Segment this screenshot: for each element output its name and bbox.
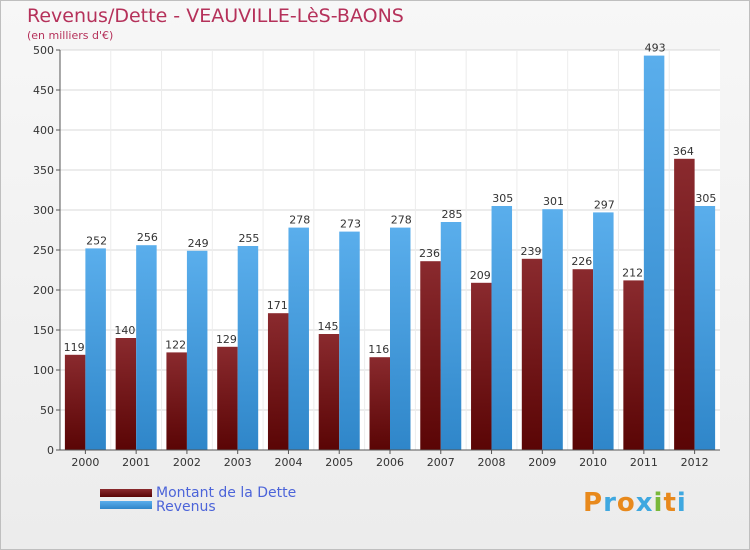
bar-revenus: [339, 231, 360, 450]
y-tick-label: 450: [33, 84, 54, 97]
bar-revenus-label: 493: [645, 42, 666, 55]
bar-dette: [64, 354, 86, 450]
legend-swatch-dette: [100, 489, 152, 497]
bar-dette-label: 236: [419, 247, 440, 260]
x-tick-label: 2010: [579, 456, 607, 469]
bar-dette-label: 226: [571, 255, 592, 268]
legend-label-revenus: Revenus: [156, 499, 216, 515]
bar-revenus-label: 305: [492, 192, 513, 205]
bar-dette-label: 129: [216, 333, 237, 346]
x-tick-label: 2008: [478, 456, 506, 469]
bar-dette-label: 145: [317, 320, 338, 333]
bar-dette-label: 119: [64, 341, 85, 354]
x-tick-label: 2002: [173, 456, 201, 469]
bar-dette: [267, 313, 289, 450]
bar-revenus: [593, 212, 614, 450]
chart-subtitle: (en milliers d'€): [27, 29, 114, 42]
bar-dette-label: 140: [114, 324, 135, 337]
bar-revenus-label: 285: [442, 208, 463, 221]
logo-letter: r: [603, 488, 617, 518]
bar-revenus: [542, 209, 563, 450]
bar-revenus: [237, 246, 259, 450]
bar-dette-label: 171: [267, 299, 288, 312]
x-tick-label: 2004: [274, 456, 302, 469]
bar-dette: [420, 261, 441, 450]
bar-dette: [115, 338, 137, 450]
logo-letter: x: [635, 488, 654, 518]
bar-revenus-label: 255: [238, 232, 259, 245]
x-tick-label: 2000: [71, 456, 99, 469]
y-tick-label: 300: [33, 204, 54, 217]
bar-dette: [521, 258, 543, 450]
x-tick-label: 2009: [528, 456, 556, 469]
bar-dette: [318, 334, 340, 450]
bar-dette-label: 212: [622, 266, 643, 279]
legend-swatch-revenus: [100, 501, 152, 509]
bar-revenus: [440, 222, 462, 450]
bar-dette: [471, 282, 492, 450]
bar-revenus: [643, 55, 665, 450]
bar-revenus-label: 273: [340, 218, 361, 231]
bar-revenus-label: 249: [188, 237, 209, 250]
bar-revenus-label: 252: [86, 234, 107, 247]
bar-revenus-label: 256: [137, 231, 158, 244]
bar-dette: [572, 269, 594, 450]
x-tick-label: 2007: [427, 456, 455, 469]
y-tick-label: 500: [33, 44, 54, 57]
y-tick-label: 250: [33, 244, 54, 257]
y-tick-label: 350: [33, 164, 54, 177]
logo-letter: i: [653, 488, 664, 518]
chart-title: Revenus/Dette - VEAUVILLE-LèS-BAONS: [27, 5, 404, 27]
bar-revenus-label: 305: [695, 192, 716, 205]
y-tick-label: 100: [33, 364, 54, 377]
x-tick-label: 2011: [630, 456, 658, 469]
bar-dette-label: 209: [470, 269, 491, 282]
x-tick-label: 2006: [376, 456, 404, 469]
legend-label-dette: Montant de la Dette: [156, 485, 297, 501]
bar-dette: [166, 352, 187, 450]
logo-letter: t: [663, 488, 677, 518]
bar-revenus-label: 301: [543, 195, 564, 208]
bar-dette: [623, 280, 644, 450]
bar-revenus: [186, 250, 208, 450]
logo-letter: P: [583, 488, 604, 518]
x-tick-label: 2012: [681, 456, 709, 469]
y-tick-label: 200: [33, 284, 54, 297]
bar-revenus-label: 278: [391, 214, 412, 227]
bar-revenus: [288, 227, 309, 450]
x-tick-label: 2003: [224, 456, 252, 469]
bar-revenus: [85, 248, 106, 450]
logo-letter: i: [676, 488, 687, 518]
bar-dette-label: 364: [673, 145, 694, 158]
y-tick-label: 150: [33, 324, 54, 337]
bar-revenus: [136, 245, 157, 450]
bar-dette-label: 116: [368, 343, 389, 356]
bar-revenus: [694, 206, 716, 450]
x-tick-label: 2005: [325, 456, 353, 469]
proxiti-logo: Proxiti: [583, 488, 687, 518]
bar-dette: [369, 357, 390, 450]
logo-letter: o: [616, 488, 636, 518]
bar-revenus-label: 297: [594, 198, 615, 211]
y-tick-label: 50: [40, 404, 54, 417]
bar-dette-label: 239: [521, 245, 542, 258]
y-tick-label: 400: [33, 124, 54, 137]
x-tick-label: 2001: [122, 456, 150, 469]
bar-revenus: [390, 227, 411, 450]
bar-dette: [674, 158, 695, 451]
bar-revenus: [491, 206, 513, 450]
bar-dette-label: 122: [165, 338, 186, 351]
bar-chart: 119 252 140 256 122 249 129 255 171 278 145 273 116 2…: [33, 42, 720, 469]
bar-revenus-label: 278: [289, 214, 310, 227]
y-tick-label: 0: [47, 444, 54, 457]
bar-dette: [217, 346, 238, 450]
